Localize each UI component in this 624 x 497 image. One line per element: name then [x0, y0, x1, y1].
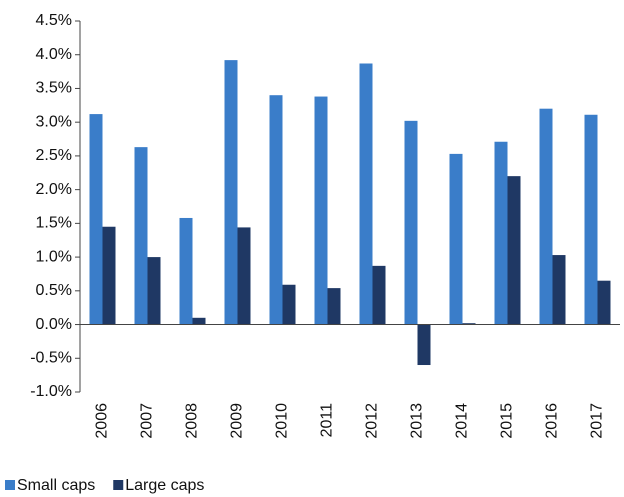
- bar: [539, 108, 553, 325]
- legend-label: Large caps: [125, 477, 204, 494]
- x-tick-label: 2012: [364, 403, 381, 439]
- y-tick-label: 1.5%: [36, 215, 72, 232]
- bar: [134, 147, 148, 325]
- bar: [314, 96, 328, 325]
- bar: [359, 63, 373, 325]
- bar: [327, 288, 341, 325]
- x-tick-label: 2017: [589, 403, 606, 439]
- bar: [269, 95, 283, 325]
- y-tick-label: 2.5%: [36, 147, 72, 164]
- bar: [597, 280, 611, 325]
- bar: [462, 323, 476, 325]
- bar: [192, 317, 206, 325]
- bar: [147, 257, 161, 325]
- x-tick-label: 2013: [409, 403, 426, 439]
- bar: [282, 284, 296, 325]
- bar: [224, 60, 238, 325]
- x-tick-label: 2010: [274, 403, 291, 439]
- legend-swatch: [5, 480, 15, 490]
- y-tick-label: 4.5%: [36, 12, 72, 29]
- x-tick-label: 2015: [499, 403, 516, 439]
- x-tick-label: 2009: [229, 403, 246, 439]
- bar: [507, 176, 521, 325]
- y-tick-label: 3.0%: [36, 113, 72, 130]
- y-tick-label: 3.5%: [36, 80, 72, 97]
- bar: [417, 324, 431, 366]
- x-tick-label: 2006: [94, 403, 111, 439]
- bar: [449, 153, 463, 325]
- bar: [179, 217, 193, 325]
- y-tick-label: 4.0%: [36, 46, 72, 63]
- y-tick-label: -0.5%: [30, 349, 72, 366]
- x-tick-label: 2014: [454, 403, 471, 439]
- x-tick-label: 2008: [184, 403, 201, 439]
- bar: [89, 114, 103, 325]
- bar: [237, 227, 251, 325]
- y-tick-label: 1.0%: [36, 248, 72, 265]
- x-tick-label: 2007: [139, 403, 156, 439]
- y-tick-label: 0.0%: [36, 316, 72, 333]
- legend-label: Small caps: [17, 477, 95, 494]
- bar: [584, 114, 598, 325]
- bar: [494, 141, 508, 325]
- x-tick-label: 2011: [319, 403, 336, 438]
- x-tick-label: 2016: [544, 403, 561, 439]
- y-tick-label: 0.5%: [36, 282, 72, 299]
- bar: [372, 265, 386, 325]
- legend-swatch: [113, 480, 124, 490]
- y-tick-label: 2.0%: [36, 181, 72, 198]
- bar: [552, 255, 566, 325]
- y-tick-label: -1.0%: [30, 383, 72, 400]
- bar: [102, 226, 116, 325]
- bar: [404, 120, 418, 325]
